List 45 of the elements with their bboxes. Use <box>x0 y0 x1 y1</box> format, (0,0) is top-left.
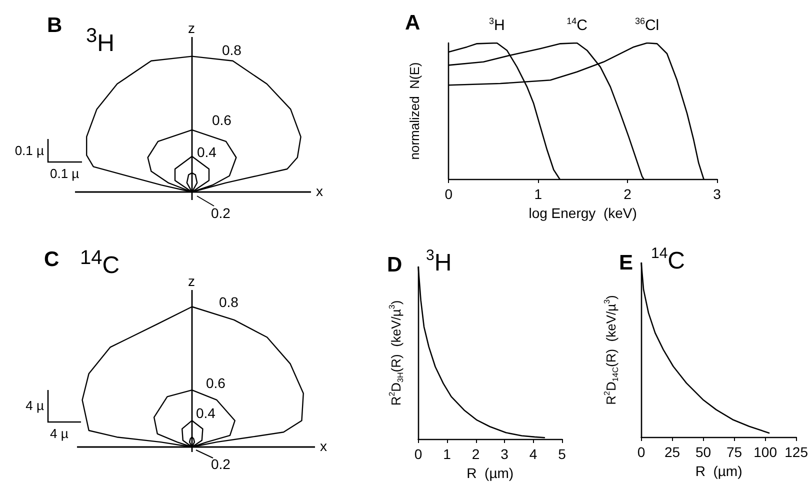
text: 0.2 <box>211 205 230 221</box>
chart-title: A <box>405 12 420 35</box>
chart-title: E <box>619 252 634 275</box>
y-axis-title: R2D3H(R) (keV/µ3) <box>388 300 405 406</box>
text: C <box>44 248 60 272</box>
x-tick-label: 1 <box>443 446 452 462</box>
x-tick-label: 0 <box>444 186 453 202</box>
text: z <box>188 20 195 36</box>
x-tick-label: 2 <box>624 186 632 202</box>
text: 0.6 <box>212 112 232 128</box>
x-tick-label: 50 <box>695 444 712 460</box>
x-tick-label: 2 <box>472 446 480 462</box>
x-axis-title: R (µm) <box>695 462 742 479</box>
text: x <box>320 438 327 454</box>
text: 0.8 <box>219 294 238 310</box>
x-axis-title: R (µm) <box>466 464 514 481</box>
text: 0.2 <box>211 456 230 472</box>
x-tick-label: 3 <box>500 446 509 462</box>
x-tick-label: 0 <box>637 444 646 460</box>
x-axis-title: log Energy (keV) <box>528 204 637 221</box>
x-tick-label: 25 <box>664 444 680 460</box>
text: B <box>47 14 62 38</box>
x-tick-label: 0 <box>414 446 422 462</box>
text: 0.4 <box>197 144 216 160</box>
text: 4 µ <box>50 426 68 442</box>
x-tick-label: 3 <box>713 186 722 202</box>
x-tick-label: 75 <box>726 444 742 460</box>
x-tick-label: 100 <box>754 444 778 460</box>
y-axis-title: normalized N(E) <box>407 62 422 160</box>
text: $^{14}$C <box>80 246 120 280</box>
x-tick-label: 4 <box>529 446 538 462</box>
chart-title: D <box>387 254 402 277</box>
text: 0.8 <box>222 42 242 58</box>
x-tick-label: 125 <box>784 444 808 460</box>
x-tick-label: 5 <box>558 446 566 462</box>
x-tick-label: 1 <box>534 186 542 202</box>
y-axis-title: R2D14C(R) (keV/µ3) <box>602 295 620 405</box>
text: z <box>188 273 195 289</box>
text: x <box>316 183 323 199</box>
text: 0.4 <box>196 405 216 421</box>
text: 0.1 µ <box>50 166 80 182</box>
text: 0.1 µ <box>14 142 44 158</box>
text: $^{3}$H <box>86 24 114 58</box>
text: 0.6 <box>206 375 226 391</box>
text: 4 µ <box>26 398 44 414</box>
